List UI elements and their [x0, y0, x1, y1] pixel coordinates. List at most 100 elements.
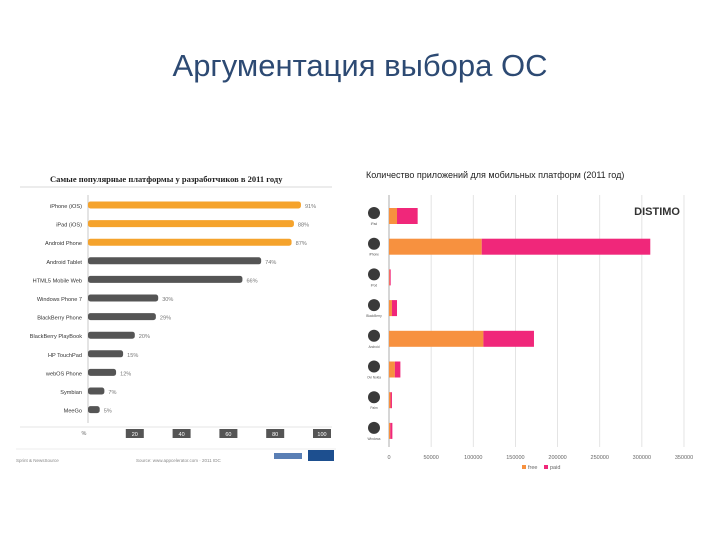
- left-value-label: 20%: [139, 334, 150, 340]
- platform-icon: [368, 207, 380, 219]
- right-chart-title: Количество приложений для мобильных плат…: [366, 170, 625, 180]
- left-value-label: 87%: [296, 241, 307, 247]
- idc-logo-icon: [308, 450, 334, 461]
- left-tick-label: 100: [317, 432, 326, 438]
- left-tick-label: 40: [179, 432, 185, 438]
- right-bar-segment: [389, 300, 392, 317]
- left-tick-box: [172, 429, 191, 438]
- left-bar: [88, 257, 262, 265]
- platform-icon: [368, 329, 380, 342]
- left-value-label: 12%: [120, 371, 131, 377]
- left-bar: [88, 313, 156, 321]
- legend-swatch: [522, 465, 526, 469]
- right-bar-segment: [389, 238, 482, 255]
- legend-label: paid: [550, 465, 560, 471]
- platform-icon: [368, 268, 380, 281]
- left-footer-source: Sprint & NewsSource: [16, 458, 59, 463]
- left-tick-label: 80: [272, 432, 278, 438]
- right-category-label: iPod: [371, 283, 378, 287]
- left-category-label: BlackBerry Phone: [37, 316, 82, 322]
- left-footer-center: Source: www.appcelerator.com · 2011 IDC: [136, 458, 221, 463]
- platform-icon: [368, 421, 380, 434]
- left-value-label: 66%: [246, 278, 257, 284]
- right-tick-label: 150000: [506, 455, 524, 461]
- left-bar: [88, 368, 117, 376]
- right-tick-label: 200000: [548, 455, 566, 461]
- left-category-label: iPad (iOS): [56, 223, 82, 229]
- right-bar-segment: [391, 300, 398, 317]
- right-chart-svg: 0 50000 100000 150000 200000 250000 300000 3500…: [366, 195, 693, 471]
- right-bar-segment: [389, 392, 391, 409]
- appcelerator-logo-icon: [274, 453, 302, 459]
- left-category-label: Windows Phone 7: [37, 297, 82, 303]
- right-bar-segment: [389, 269, 391, 286]
- left-tick-label: %: [82, 431, 87, 437]
- right-category-label: Android: [369, 345, 380, 349]
- right-tick-label: 100000: [464, 455, 482, 461]
- left-bar: [88, 238, 292, 246]
- right-bar-segment: [483, 330, 534, 347]
- right-tick-label: 300000: [633, 455, 651, 461]
- right-category-label: BlackBerry: [366, 314, 382, 318]
- left-value-label: 15%: [127, 353, 138, 359]
- app-count-chart: Количество приложений для мобильных плат…: [362, 163, 700, 483]
- left-bar: [88, 201, 301, 209]
- left-bar: [88, 387, 105, 395]
- right-tick-label: 350000: [675, 455, 693, 461]
- right-category-label: Palm: [370, 406, 378, 410]
- right-bar-segment: [397, 208, 418, 224]
- platform-icon: [368, 391, 380, 404]
- right-bar-segment: [389, 208, 398, 224]
- left-category-label: Symbian: [60, 390, 82, 396]
- right-bar-segment: [389, 422, 391, 439]
- left-chart-svg: iPhone (iOS) 91% iPad (iOS) 88% Android Phon…: [16, 186, 336, 461]
- left-category-label: MeeGo: [64, 409, 82, 415]
- legend-label: free: [528, 465, 537, 471]
- left-bar: [88, 350, 124, 358]
- left-value-label: 7%: [108, 390, 116, 396]
- left-tick-label: 60: [225, 432, 231, 438]
- distimo-brand: DISTIMO: [634, 206, 680, 218]
- left-tick-box: [125, 429, 144, 438]
- left-bar: [88, 220, 294, 228]
- legend-swatch: [544, 465, 548, 469]
- left-category-label: Android Tablet: [46, 260, 82, 266]
- right-bar-segment: [394, 361, 401, 378]
- left-tick-label: 20: [132, 432, 138, 438]
- right-category-label: Ovi Nokia: [367, 376, 381, 380]
- right-tick-label: 0: [387, 455, 390, 461]
- left-tick-box: [313, 429, 331, 438]
- popular-platforms-chart: Самые популярные платформы у разработчик…: [12, 163, 340, 470]
- left-category-label: Android Phone: [45, 241, 82, 247]
- right-bar-segment: [390, 392, 392, 409]
- right-bar-segment: [390, 422, 393, 439]
- left-value-label: 30%: [162, 297, 173, 303]
- left-bar: [88, 331, 135, 339]
- right-category-label: Windows: [368, 437, 381, 441]
- left-chart-title: Самые популярные платформы у разработчик…: [50, 174, 283, 184]
- left-category-label: iPhone (iOS): [50, 204, 82, 210]
- left-value-label: 74%: [265, 260, 276, 266]
- left-category-label: HTML5 Mobile Web: [33, 278, 82, 284]
- right-category-label: iPad: [371, 222, 378, 226]
- left-value-label: 29%: [160, 316, 171, 322]
- slide-title: Аргументация выбора ОС: [172, 48, 548, 83]
- left-bar: [88, 294, 159, 302]
- left-value-label: 88%: [298, 223, 309, 229]
- left-category-label: BlackBerry PlayBook: [30, 334, 82, 340]
- left-value-label: 5%: [104, 409, 112, 415]
- right-bar-segment: [389, 361, 395, 378]
- right-category-label: iPhone: [369, 253, 379, 257]
- right-tick-label: 50000: [423, 455, 438, 461]
- left-category-label: HP TouchPad: [48, 353, 82, 359]
- right-bar-segment: [389, 330, 484, 347]
- platform-icon: [368, 360, 380, 373]
- left-bar: [88, 406, 100, 414]
- right-tick-label: 250000: [591, 455, 609, 461]
- left-value-label: 91%: [305, 204, 316, 210]
- platform-icon: [368, 299, 380, 312]
- left-bar: [88, 275, 243, 283]
- right-bar-segment: [481, 238, 651, 255]
- right-bar-segment: [389, 269, 390, 286]
- left-category-label: webOS Phone: [45, 371, 82, 377]
